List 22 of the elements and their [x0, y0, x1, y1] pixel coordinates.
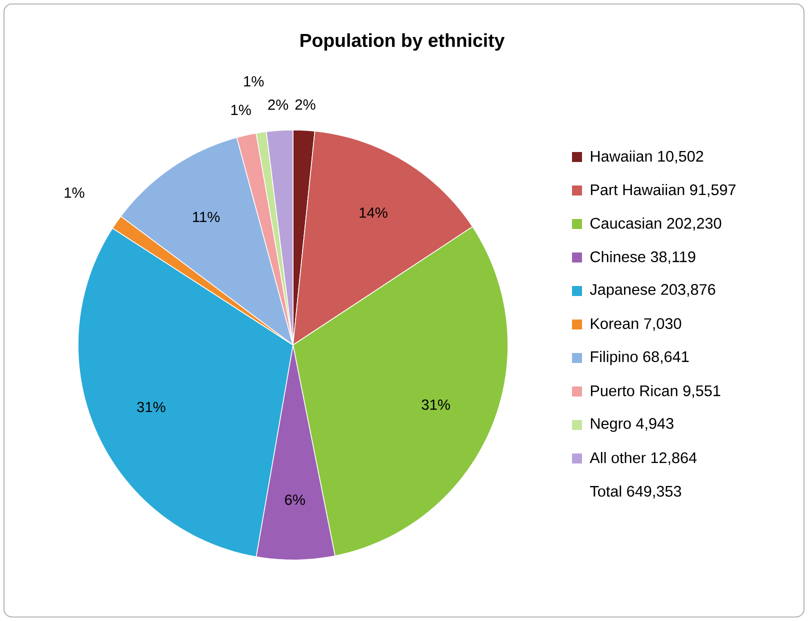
chart-title: Population by ethnicity: [300, 33, 505, 51]
legend-label: All other 12,864: [590, 452, 697, 466]
legend-label: Filipino 68,641: [590, 350, 689, 366]
data-label: 6%: [285, 494, 305, 505]
legend-label: Puerto Rican 9,551: [590, 384, 720, 398]
data-label: 31%: [422, 399, 450, 410]
data-label: 31%: [137, 402, 166, 412]
data-label: 1%: [244, 76, 264, 86]
legend-label: Hawaiian 10,502: [590, 150, 704, 164]
legend-label: Negro 4,943: [590, 418, 674, 432]
legend-label: Chinese 38,119: [590, 250, 696, 264]
data-label: 2%: [295, 99, 316, 110]
data-label: 1%: [231, 104, 251, 116]
data-label: 11%: [193, 212, 220, 222]
legend-label: Part Hawaiian 91,597: [590, 184, 736, 198]
data-label: 1%: [64, 188, 84, 198]
legend-label: Japanese 203,876: [590, 284, 716, 298]
data-label: 2%: [268, 100, 288, 110]
legend-label: Korean 7,030: [590, 318, 682, 331]
data-label: 14%: [360, 207, 388, 218]
text: Total 649,353: [590, 485, 682, 499]
legend-label: Caucasian 202,230: [590, 217, 722, 231]
